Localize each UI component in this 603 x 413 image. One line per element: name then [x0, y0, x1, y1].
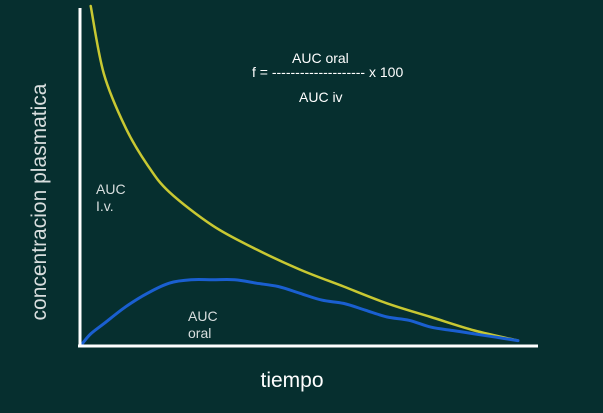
formula-denominator: AUC iv — [299, 89, 343, 105]
series-line-oral — [80, 278, 520, 346]
annotation-auc-oral: AUC oral — [188, 308, 218, 341]
series-line-iv — [89, 4, 520, 342]
formula-fraction-line: f = -------------------- x 100 — [252, 64, 404, 80]
series-layer — [80, 4, 520, 346]
y-axis-label: concentracion plasmatica — [28, 83, 51, 321]
x-axis-label: tiempo — [260, 369, 324, 392]
annotation-auc-iv: AUC I.v. — [96, 181, 126, 214]
formula-numerator: AUC oral — [292, 50, 349, 66]
